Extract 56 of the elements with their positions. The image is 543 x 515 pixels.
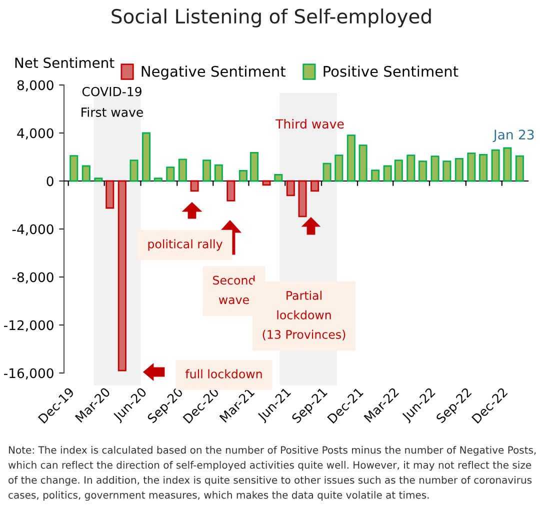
bar: [454, 158, 464, 182]
bar: [142, 132, 151, 182]
annotation: Jan 23: [492, 130, 534, 142]
bar: [491, 149, 500, 182]
bar: [406, 154, 416, 182]
bar: [358, 144, 368, 182]
band-label: Third wave: [276, 118, 344, 129]
y-tick-label: -4,000: [12, 224, 54, 236]
bar: [394, 160, 403, 182]
bar: [226, 180, 236, 202]
bar: [118, 180, 126, 372]
legend-label: Negative Sentiment: [142, 66, 286, 80]
bar: [202, 160, 212, 182]
bar: [346, 134, 356, 182]
annotation: Second wave: [213, 276, 255, 304]
bar: [371, 170, 380, 182]
bar: [503, 147, 512, 182]
y-axis-title: Net Sentiment: [15, 57, 114, 68]
y-tick-label: -8,000: [12, 272, 54, 284]
text: Note: The index is calculated based on the number of Positive Posts minus the number of Negative Posts, which can reflect the direction of self-employed activities quite well. However, it may not reflect the size of the change. In addition, the index is quite sensitive to other issues such as the number of coronavirus cases, politics, government measures, which makes the data quite volatile at times.: [8, 446, 536, 501]
y-tick-label: 0: [46, 176, 54, 186]
bar: [310, 180, 320, 192]
bar: [322, 162, 332, 182]
bar: [154, 178, 162, 182]
y-tick-label: -16,000: [4, 368, 54, 380]
bar: [94, 178, 103, 182]
bar: [286, 180, 295, 196]
annotation: political rally: [148, 239, 222, 251]
bar: [238, 170, 248, 182]
band-label: COVID-19 First wave: [82, 86, 143, 117]
bar: [430, 156, 440, 182]
bar: [166, 166, 175, 182]
annotation: full lockdown: [185, 369, 262, 378]
bar: [515, 155, 524, 182]
bar: [106, 180, 114, 209]
bar: [418, 160, 428, 182]
bar: [467, 152, 476, 182]
bar: [250, 152, 259, 182]
y-tick-label: -12,000: [4, 320, 54, 332]
bar: [214, 164, 223, 182]
bar: [442, 160, 452, 182]
legend-label: Positive Sentiment: [324, 66, 458, 77]
bar: [334, 154, 344, 182]
bar: [190, 180, 199, 192]
bar: [130, 160, 138, 182]
bar: [262, 180, 271, 186]
bar: [82, 165, 90, 182]
y-tick-label: 4,000: [17, 128, 54, 140]
y-tick-label: 8,000: [17, 80, 54, 92]
bar: [383, 165, 392, 182]
bar: [70, 155, 78, 182]
chart-title: Social Listening of Self-employed: [112, 8, 431, 28]
bar: [274, 174, 283, 182]
bar: [479, 154, 488, 182]
annotation: Partial lockdown (13 Provinces): [262, 290, 346, 340]
bar: [178, 158, 187, 182]
